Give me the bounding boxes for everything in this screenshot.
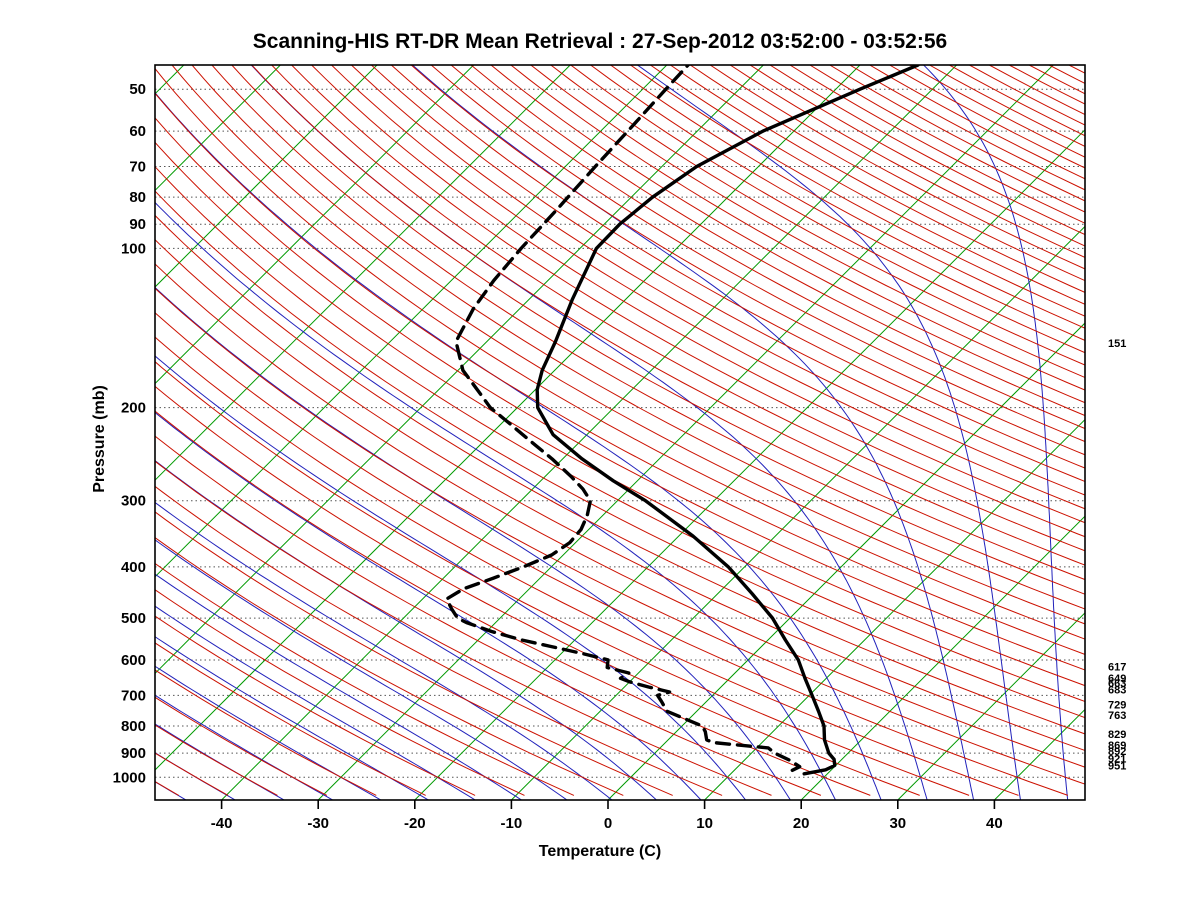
svg-text:30: 30 [889,815,906,832]
svg-text:900: 900 [121,745,146,762]
svg-text:800: 800 [121,718,146,735]
svg-text:600: 600 [121,652,146,669]
svg-text:763: 763 [1108,710,1126,722]
svg-text:300: 300 [121,493,146,510]
svg-text:829: 829 [1108,729,1126,741]
svg-text:20: 20 [793,815,810,832]
svg-text:921: 921 [1108,753,1126,765]
chart-title: Scanning-HIS RT-DR Mean Retrieval : 27-S… [252,30,948,53]
svg-text:200: 200 [121,400,146,417]
svg-text:10: 10 [696,815,713,832]
dry-adiabat-lines [155,65,1085,796]
svg-text:892: 892 [1108,746,1126,758]
svg-text:-30: -30 [307,815,329,832]
plot-frame [154,64,1086,801]
svg-text:683: 683 [1108,685,1126,697]
svg-text:100: 100 [121,240,146,257]
temperature-profile [535,65,920,776]
svg-text:700: 700 [121,687,146,704]
svg-text:60: 60 [129,123,146,140]
dewpoint-profile [445,65,802,772]
svg-text:649: 649 [1108,673,1126,685]
svg-text:80: 80 [129,189,146,206]
svg-text:70: 70 [129,158,146,175]
svg-text:951: 951 [1108,761,1126,773]
pressure-gridlines [155,88,1085,778]
pressure-tick-labels: 50 60 70 80 90 100 200 300 400 500 600 700 800 900 100… [113,81,146,786]
temperature-tick-labels: -40 -30 -20 -10 0 10 20 30 40 [211,800,1003,832]
svg-text:500: 500 [121,610,146,627]
svg-text:400: 400 [121,559,146,576]
svg-text:40: 40 [986,815,1003,832]
x-axis-label: Temperature (C) [538,843,662,860]
svg-text:663: 663 [1108,678,1126,690]
svg-text:-10: -10 [501,815,523,832]
svg-text:-20: -20 [404,815,426,832]
svg-text:50: 50 [129,81,146,98]
svg-text:-40: -40 [211,815,233,832]
svg-text:151: 151 [1108,338,1126,350]
plot-area [155,65,1085,800]
moist-adiabat-lines [155,65,1069,800]
svg-text:0: 0 [604,815,612,832]
svg-text:869: 869 [1108,740,1126,752]
svg-text:90: 90 [129,216,146,233]
svg-text:729: 729 [1108,700,1126,712]
svg-text:617: 617 [1108,661,1126,673]
svg-text:1000: 1000 [113,769,146,786]
